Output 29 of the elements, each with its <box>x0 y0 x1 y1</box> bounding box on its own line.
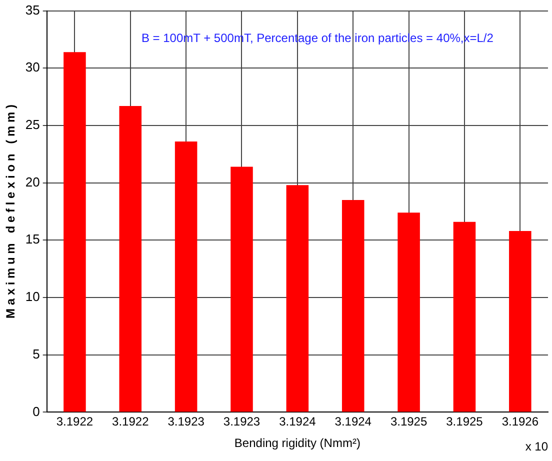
y-tick-label: 20 <box>25 174 40 190</box>
bar <box>286 185 309 412</box>
x-tick-label: 3.1925 <box>446 414 484 429</box>
y-tick-label: 25 <box>25 117 40 132</box>
bar <box>64 52 86 412</box>
x-tick-label: 3.1924 <box>334 414 372 429</box>
x-axis-title: Bending rigidity (Nmm²) <box>234 436 360 450</box>
y-tick-label: 30 <box>25 60 40 75</box>
x-tick-label: 3.1923 <box>168 414 205 429</box>
x-tick-label: 3.1922 <box>56 414 94 429</box>
bar <box>453 222 476 412</box>
text: x 10 <box>525 439 548 454</box>
bar <box>509 230 532 412</box>
x-tick-label: 3.1926 <box>502 414 539 429</box>
x-tick-label: 3.1922 <box>112 414 150 429</box>
bar <box>398 212 420 412</box>
x-tick-label: 3.1924 <box>279 414 316 429</box>
x-tick-label: 3.1923 <box>223 414 260 429</box>
x-tick-label: 3.1925 <box>390 414 428 429</box>
y-tick-label: 15 <box>25 232 40 247</box>
y-tick-label: 10 <box>25 289 40 304</box>
bar <box>342 200 364 412</box>
bar <box>119 106 142 412</box>
y-tick-label: 5 <box>32 346 40 362</box>
bar <box>174 142 198 412</box>
y-tick-label: 35 <box>25 2 40 18</box>
bar <box>230 166 253 412</box>
y-axis-title: M a x i m u m d e f l e x i o n ( m m ) <box>4 104 18 319</box>
y-tick-label: 0 <box>32 404 40 419</box>
